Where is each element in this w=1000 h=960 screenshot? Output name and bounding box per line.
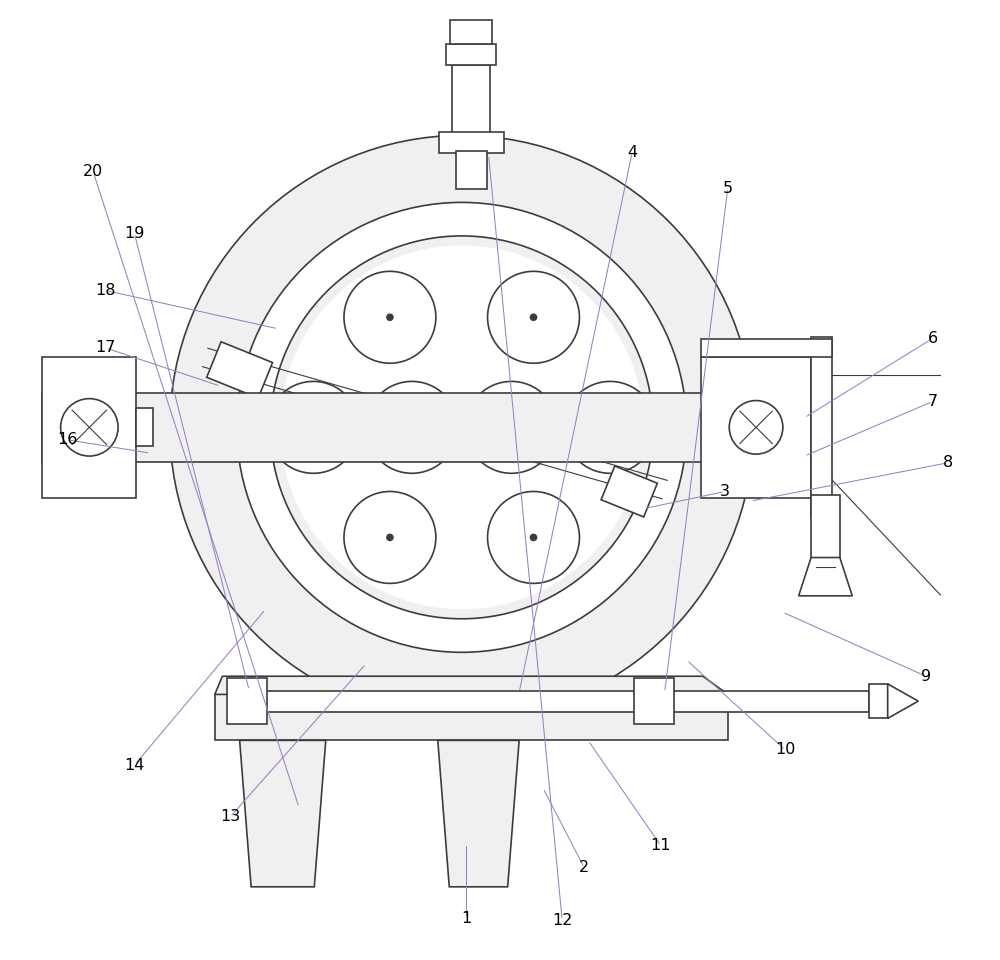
Polygon shape: [226, 398, 253, 416]
Circle shape: [466, 381, 557, 473]
Text: 8: 8: [943, 455, 953, 470]
Polygon shape: [601, 466, 657, 516]
Text: 20: 20: [83, 164, 103, 180]
Bar: [450, 19, 492, 43]
Bar: [232, 690, 869, 711]
Bar: [701, 356, 811, 498]
Bar: [456, 151, 487, 189]
Bar: [446, 43, 496, 64]
Bar: [634, 678, 674, 724]
Bar: [811, 495, 840, 558]
Text: 1: 1: [461, 911, 472, 925]
Text: 4: 4: [627, 145, 637, 160]
Bar: [811, 337, 832, 517]
Text: 17: 17: [95, 341, 116, 355]
Text: 3: 3: [720, 484, 730, 499]
Polygon shape: [799, 558, 852, 596]
Text: 14: 14: [124, 757, 145, 773]
Circle shape: [270, 236, 653, 619]
Bar: [452, 64, 490, 143]
Circle shape: [386, 314, 394, 321]
Text: 12: 12: [552, 913, 572, 927]
Circle shape: [344, 492, 436, 584]
Bar: [42, 356, 136, 498]
Bar: [811, 495, 840, 558]
Bar: [634, 678, 674, 724]
Bar: [42, 356, 136, 498]
Bar: [42, 393, 825, 462]
Text: 2: 2: [579, 860, 589, 876]
Bar: [227, 678, 267, 724]
Text: 11: 11: [651, 838, 671, 853]
Circle shape: [564, 381, 656, 473]
Circle shape: [606, 423, 614, 431]
Circle shape: [170, 135, 754, 719]
Circle shape: [530, 314, 537, 321]
Bar: [42, 393, 825, 462]
Polygon shape: [240, 740, 326, 887]
Polygon shape: [207, 342, 273, 398]
Circle shape: [488, 492, 579, 584]
Text: 10: 10: [775, 742, 795, 757]
Circle shape: [267, 381, 359, 473]
Text: 19: 19: [124, 226, 145, 241]
Circle shape: [366, 381, 458, 473]
Polygon shape: [438, 740, 519, 887]
Bar: [869, 684, 888, 718]
Polygon shape: [215, 676, 728, 694]
Circle shape: [344, 272, 436, 363]
Bar: [136, 408, 153, 446]
Bar: [811, 337, 832, 517]
Circle shape: [488, 272, 579, 363]
Bar: [439, 132, 504, 153]
Bar: [452, 64, 490, 143]
Circle shape: [280, 246, 644, 610]
Bar: [701, 356, 811, 498]
Text: 5: 5: [723, 180, 733, 196]
Circle shape: [729, 400, 783, 454]
Bar: [227, 678, 267, 724]
Text: 16: 16: [57, 432, 78, 447]
Circle shape: [530, 534, 537, 541]
Text: 6: 6: [928, 331, 938, 346]
Bar: [215, 694, 728, 740]
Text: 7: 7: [928, 394, 938, 409]
Bar: [446, 43, 496, 64]
Bar: [701, 339, 832, 356]
Text: 9: 9: [921, 669, 931, 684]
Polygon shape: [888, 684, 918, 718]
Text: 18: 18: [95, 283, 116, 298]
Circle shape: [408, 423, 416, 431]
Circle shape: [310, 423, 317, 431]
Bar: [450, 19, 492, 43]
Text: 13: 13: [220, 809, 240, 825]
Circle shape: [61, 398, 118, 456]
Bar: [215, 694, 728, 740]
Circle shape: [237, 203, 687, 652]
Circle shape: [508, 423, 515, 431]
Circle shape: [386, 534, 394, 541]
